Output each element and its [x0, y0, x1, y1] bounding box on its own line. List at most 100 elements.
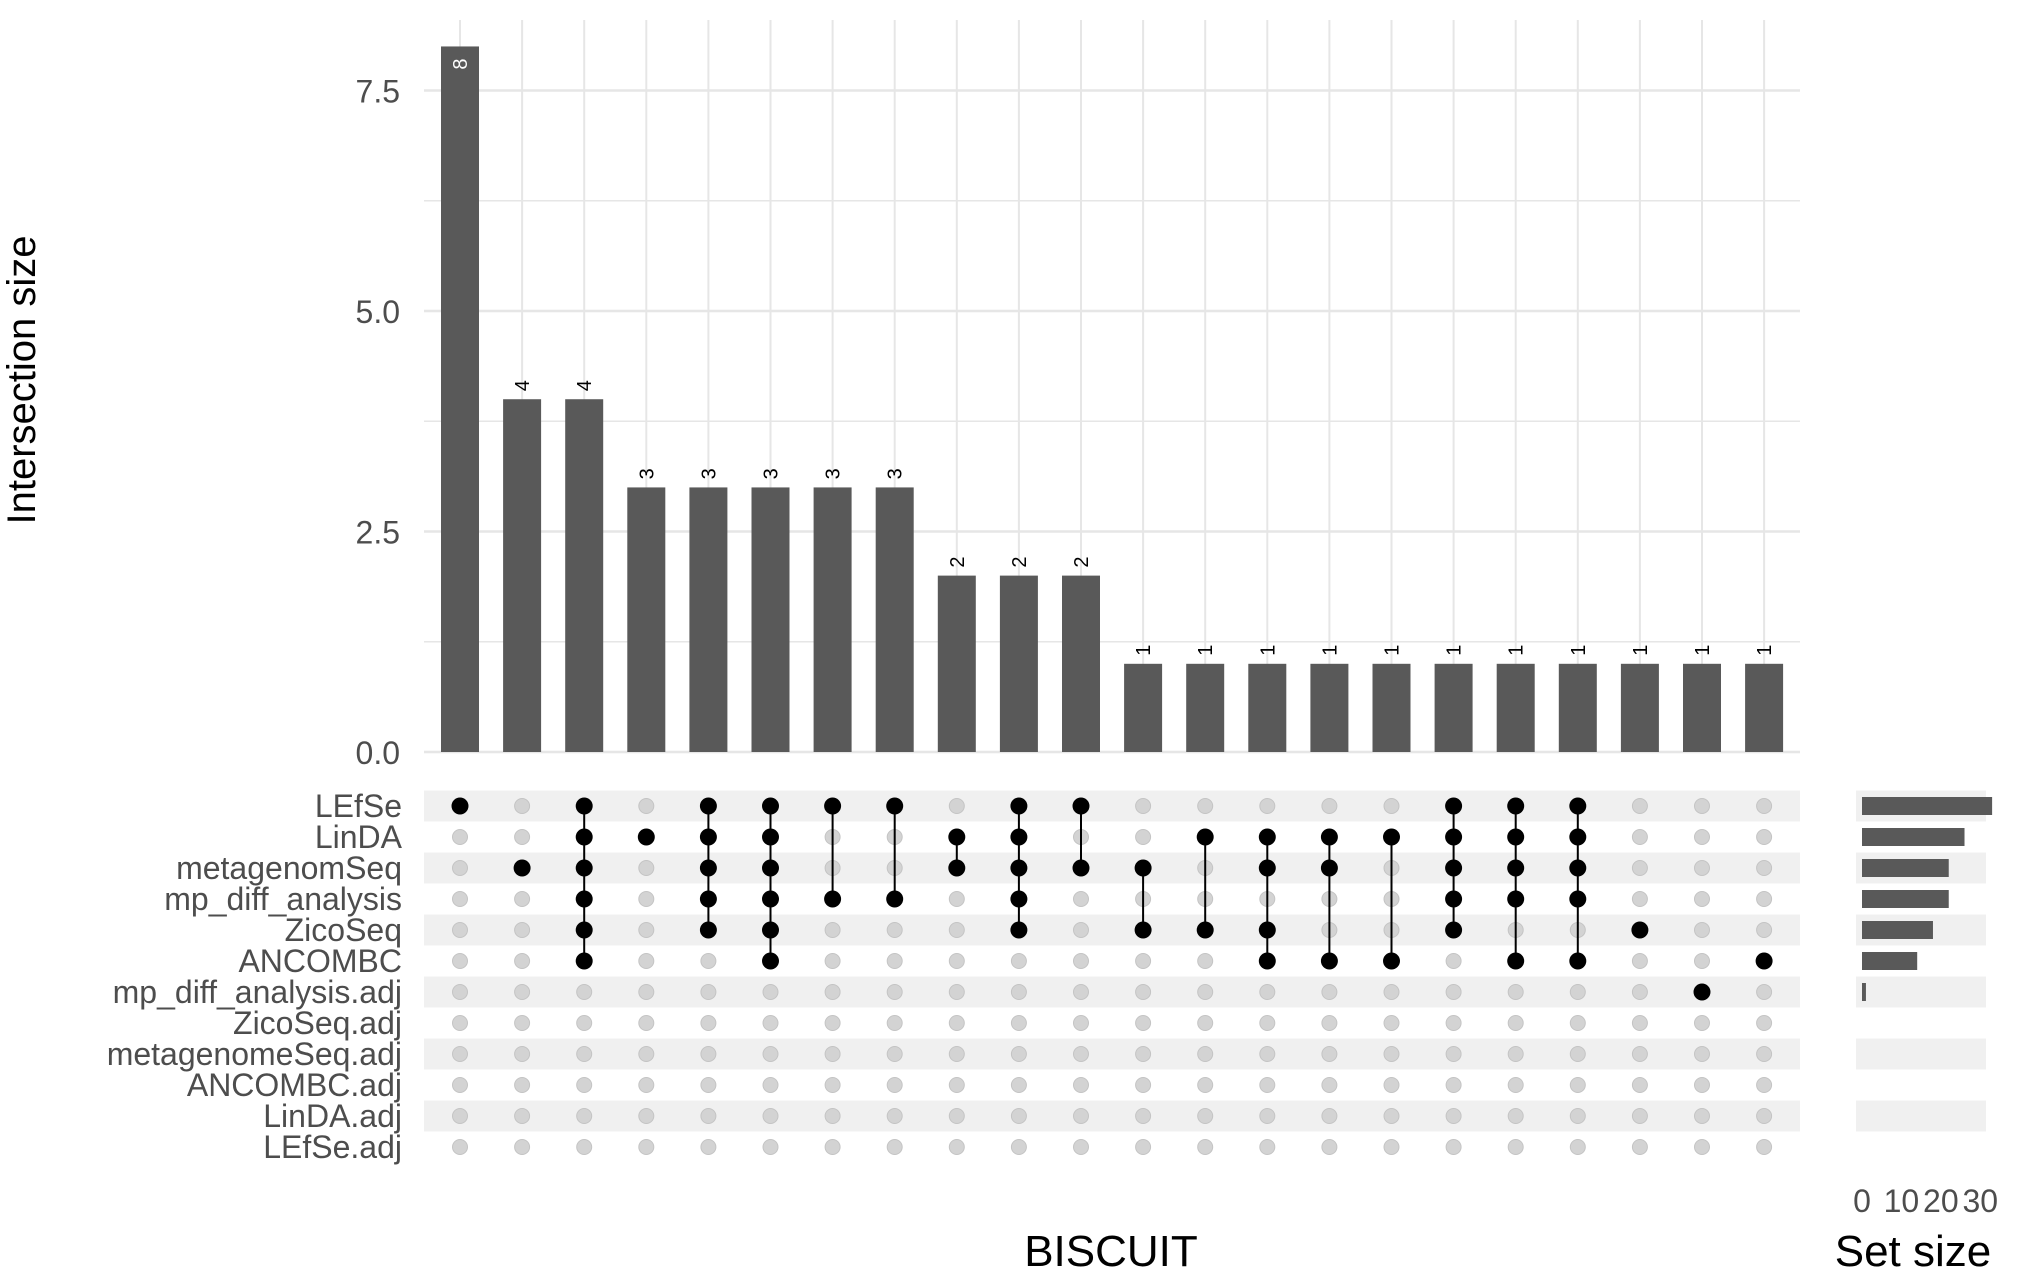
matrix-dot-inactive: [1445, 953, 1462, 969]
matrix-dot-active: [1445, 828, 1463, 846]
intersection-bar: [1124, 663, 1163, 752]
matrix-dot-inactive: [762, 1139, 779, 1155]
matrix-dot-active: [1072, 859, 1090, 877]
matrix-dot-inactive: [762, 1046, 779, 1062]
set-label: mp_diff_analysis.adj: [113, 974, 402, 1010]
matrix-dot-inactive: [1756, 984, 1773, 1000]
set-size-tick-label: 0: [1853, 1183, 1871, 1219]
matrix-dot-inactive: [824, 1139, 841, 1155]
matrix-dot-active: [1010, 797, 1028, 815]
matrix-dot-inactive: [1569, 1015, 1586, 1031]
matrix-dot-inactive: [700, 1139, 717, 1155]
set-size-bar: [1862, 921, 1933, 939]
matrix-dot-inactive: [1694, 922, 1710, 938]
bar-value-label: 1: [1382, 645, 1404, 656]
matrix-dot-inactive: [638, 1108, 655, 1124]
matrix-dot-inactive: [452, 829, 468, 845]
matrix-dot-inactive: [1321, 984, 1338, 1000]
matrix-dot-inactive: [1197, 1077, 1214, 1093]
bar-value-label: 1: [1692, 645, 1714, 656]
bar-value-label: 1: [1568, 645, 1590, 656]
set-size-tick-label: 20: [1923, 1183, 1959, 1219]
matrix-dot-active: [513, 859, 531, 877]
matrix-dot-inactive: [886, 1077, 903, 1093]
bar-value-label: 1: [1133, 645, 1155, 656]
matrix-dot-inactive: [1010, 1015, 1027, 1031]
matrix-dot-inactive: [1135, 1108, 1152, 1124]
matrix-dot-active: [637, 828, 655, 846]
matrix-dot-inactive: [824, 984, 841, 1000]
matrix-dot-inactive: [948, 891, 965, 907]
matrix-dot-active: [575, 952, 593, 970]
matrix-dot-inactive: [1135, 984, 1152, 1000]
matrix-dot-inactive: [1010, 984, 1027, 1000]
matrix-dot-inactive: [1383, 1077, 1400, 1093]
matrix-dot-inactive: [886, 953, 903, 969]
matrix-dot-active: [762, 921, 779, 939]
matrix-dot-inactive: [1259, 1015, 1276, 1031]
matrix-dot-inactive: [514, 1046, 531, 1062]
matrix-dot-inactive: [1259, 984, 1276, 1000]
matrix-dot-inactive: [1445, 1015, 1462, 1031]
intersection-bar: [1310, 663, 1349, 752]
y-axis-title: Intersection size: [0, 235, 44, 524]
bar-value-label: 2: [947, 556, 969, 567]
matrix-dot-inactive: [1383, 1046, 1400, 1062]
matrix-dot-active: [1010, 828, 1028, 846]
matrix-dot-inactive: [514, 1139, 531, 1155]
matrix-dot-inactive: [1073, 1046, 1089, 1062]
matrix-dot-inactive: [452, 922, 468, 938]
matrix-dot-inactive: [1756, 860, 1773, 876]
matrix-dot-active: [1569, 890, 1587, 908]
matrix-dot-inactive: [1694, 1108, 1710, 1124]
matrix-dot-inactive: [452, 984, 468, 1000]
set-label: mp_diff_analysis: [164, 881, 402, 917]
x-axis-title: BISCUIT: [1024, 1227, 1198, 1271]
matrix-dot-inactive: [1135, 953, 1152, 969]
matrix-dot-active: [1072, 797, 1090, 815]
matrix-dot-inactive: [1010, 1077, 1027, 1093]
matrix-dot-active: [824, 797, 842, 815]
matrix-dot-inactive: [1445, 1077, 1462, 1093]
matrix-dot-inactive: [576, 1108, 593, 1124]
matrix-dot-active: [699, 797, 717, 815]
matrix-dot-inactive: [886, 984, 903, 1000]
matrix-dot-inactive: [948, 1139, 965, 1155]
matrix-dot-inactive: [1073, 1077, 1089, 1093]
matrix-dot-active: [1507, 952, 1525, 970]
matrix-dot-inactive: [1445, 1108, 1462, 1124]
matrix-dot-inactive: [700, 984, 717, 1000]
intersection-bar: [1372, 663, 1411, 752]
matrix-dot-inactive: [1259, 1046, 1276, 1062]
intersection-bar: [1186, 663, 1225, 752]
matrix-dot-active: [1569, 797, 1587, 815]
matrix-dot-active: [1258, 828, 1276, 846]
bar-value-label: 3: [636, 468, 658, 479]
intersection-bar: [1062, 575, 1100, 752]
matrix-dot-inactive: [1073, 1108, 1089, 1124]
matrix-dot-active: [1569, 828, 1587, 846]
matrix-dot-inactive: [886, 1108, 903, 1124]
matrix-dot-inactive: [1383, 1108, 1400, 1124]
set-label: LinDA: [315, 819, 403, 855]
matrix-dot-active: [1258, 921, 1276, 939]
matrix-dot-active: [575, 890, 593, 908]
intersection-bar: [1683, 663, 1721, 752]
matrix-dot-inactive: [1383, 798, 1400, 814]
y-tick-label: 2.5: [356, 515, 400, 551]
matrix-dot-inactive: [1631, 953, 1648, 969]
matrix-dot-active: [1507, 797, 1525, 815]
matrix-dot-active: [1755, 952, 1773, 970]
matrix-dot-inactive: [1383, 984, 1400, 1000]
bar-value-label: 1: [1754, 645, 1776, 656]
matrix-dot-active: [1196, 921, 1214, 939]
intersection-bar: [1434, 663, 1473, 752]
matrix-dot-active: [1196, 828, 1214, 846]
matrix-dot-active: [1569, 859, 1587, 877]
matrix-dot-inactive: [576, 1046, 593, 1062]
matrix-dot-inactive: [1197, 953, 1214, 969]
matrix-dot-inactive: [576, 1139, 593, 1155]
matrix-dot-inactive: [1321, 1077, 1338, 1093]
matrix-dot-inactive: [948, 1046, 965, 1062]
matrix-dot-inactive: [1259, 1108, 1276, 1124]
